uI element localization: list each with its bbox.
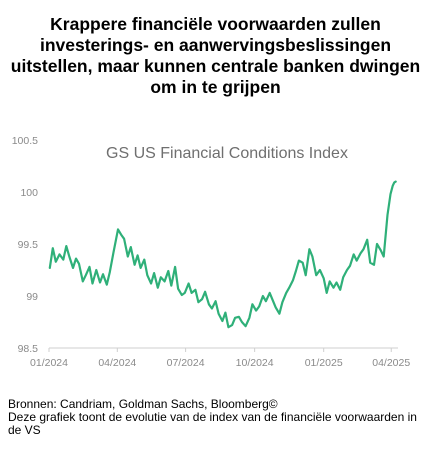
chart-note: Deze grafiek toont de evolutie van de in…	[8, 410, 417, 437]
x-tick-label: 07/2024	[167, 357, 205, 369]
x-axis: 01/2024 04/2024 07/2024 10/2024 01/2025 04/20…	[30, 348, 410, 369]
series-line	[48, 180, 397, 329]
source-text: Bronnen: Candriam, Goldman Sachs, Bloomb…	[8, 397, 278, 411]
x-tick-label: 04/2025	[372, 357, 410, 369]
x-tick-label: 10/2024	[236, 357, 274, 369]
y-tick-label: 100.5	[12, 135, 38, 147]
y-tick-label: 100	[20, 187, 38, 199]
y-tick-label: 98.5	[18, 343, 39, 355]
line-chart: GS US Financial Conditions Index 98.5999…	[12, 135, 411, 369]
y-tick-label: 99.5	[18, 239, 39, 251]
x-tick-label: 01/2025	[305, 357, 343, 369]
headline: Krappere financiële voorwaarden zullen i…	[10, 14, 421, 97]
y-tick-label: 99	[26, 291, 38, 303]
footer: Bronnen: Candriam, Goldman Sachs, Bloomb…	[8, 398, 423, 437]
chart-title: GS US Financial Conditions Index	[106, 145, 348, 162]
x-tick-label: 01/2024	[30, 357, 68, 369]
x-tick-label: 04/2024	[98, 357, 136, 369]
y-axis: 98.5 99 99.5 100 100.5	[12, 135, 38, 355]
